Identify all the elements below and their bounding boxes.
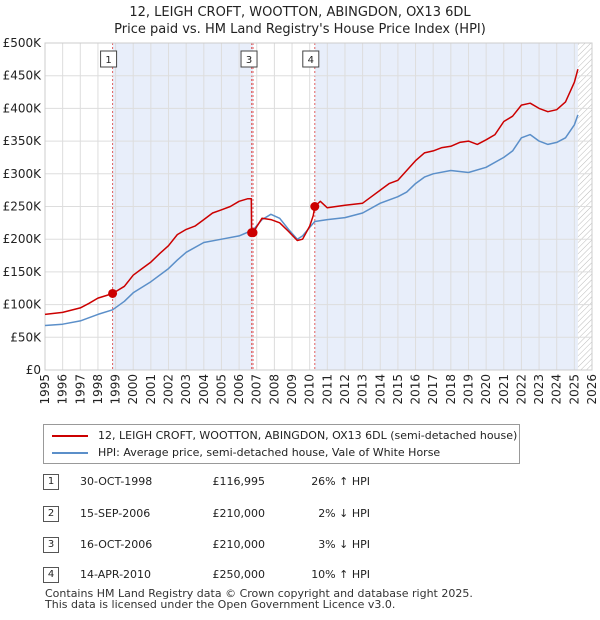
- transaction-hpi: 10% ↑ HPI: [311, 568, 370, 581]
- y-tick-label: £450K: [3, 69, 43, 83]
- y-tick-label: £200K: [3, 232, 43, 246]
- x-tick-label: 1999: [109, 374, 123, 405]
- transaction-hpi: 26% ↑ HPI: [311, 475, 370, 488]
- y-tick-label: £300K: [3, 167, 43, 181]
- footer-attribution: Contains HM Land Registry data © Crown c…: [45, 588, 473, 610]
- x-tick-label: 2025: [567, 374, 581, 405]
- title-address: 12, LEIGH CROFT, WOOTTON, ABINGDON, OX13…: [129, 5, 471, 20]
- y-tick-label: £150K: [3, 265, 43, 279]
- x-tick-label: 2001: [144, 374, 158, 405]
- y-tick-label: £400K: [3, 101, 43, 115]
- x-tick-label: 1995: [38, 374, 52, 405]
- event-label-number: 1: [105, 55, 111, 66]
- transaction-price: £210,000: [212, 507, 266, 520]
- event-label-box: [100, 50, 118, 68]
- event-label-box: [302, 50, 320, 68]
- y-tick-label: £250K: [3, 200, 43, 214]
- hpi-line: [44, 114, 579, 327]
- legend-hpi: HPI: Average price, semi-detached house,…: [52, 445, 440, 461]
- x-tick-label: 2018: [444, 374, 458, 405]
- legend-hpi-label: HPI: Average price, semi-detached house,…: [98, 446, 441, 459]
- transaction-date: 15-SEP-2006: [80, 507, 151, 520]
- transaction-number: 4: [43, 567, 59, 583]
- legend-hpi-swatch: [52, 452, 88, 454]
- sale-point: [248, 228, 258, 238]
- legend-property-swatch: [52, 435, 88, 437]
- x-tick-label: 2012: [338, 374, 352, 405]
- y-tick-label: £50K: [10, 330, 42, 344]
- y-tick-label: £100K: [3, 298, 43, 312]
- transaction-price: £250,000: [212, 568, 266, 581]
- x-tick-label: 2011: [320, 374, 334, 405]
- x-tick-label: 2017: [426, 374, 440, 405]
- x-tick-label: 2002: [162, 374, 176, 405]
- x-tick-label: 2007: [250, 374, 264, 405]
- property-price-line: [44, 69, 579, 316]
- legend-property-label: 12, LEIGH CROFT, WOOTTON, ABINGDON, OX13…: [98, 429, 518, 442]
- x-tick-label: 2009: [285, 374, 299, 405]
- x-tick-label: 2021: [497, 374, 511, 405]
- chart-legend: 12, LEIGH CROFT, WOOTTON, ABINGDON, OX13…: [43, 424, 520, 464]
- y-tick-label: £350K: [3, 134, 43, 148]
- y-tick-label: £0: [26, 363, 41, 377]
- x-tick-label: 2019: [461, 374, 475, 405]
- transaction-number: 2: [43, 506, 59, 522]
- x-tick-label: 1996: [56, 374, 70, 405]
- plot-border: [44, 42, 593, 371]
- event-label-number: 4: [308, 55, 314, 66]
- x-tick-label: 1998: [91, 374, 105, 405]
- transaction-hpi: 3% ↓ HPI: [318, 538, 370, 551]
- x-tick-label: 2003: [179, 374, 193, 405]
- x-tick-label: 2020: [479, 374, 493, 405]
- x-tick-label: 2008: [267, 374, 281, 405]
- event-label-box: [240, 50, 258, 68]
- x-tick-label: 2015: [391, 374, 405, 405]
- title-subtitle: Price paid vs. HM Land Registry's House …: [114, 22, 486, 37]
- y-tick-label: £500K: [3, 36, 43, 50]
- transaction-hpi: 2% ↓ HPI: [318, 507, 370, 520]
- x-tick-label: 2022: [514, 374, 528, 405]
- x-tick-label: 2023: [532, 374, 546, 405]
- x-tick-label: 2000: [126, 374, 140, 405]
- x-tick-label: 2024: [550, 374, 564, 405]
- chart-title: 12, LEIGH CROFT, WOOTTON, ABINGDON, OX13…: [0, 4, 600, 38]
- transaction-price: £210,000: [212, 538, 266, 551]
- x-tick-label: 2004: [197, 374, 211, 405]
- event-label-number: 3: [246, 55, 252, 66]
- transaction-number: 1: [43, 474, 59, 490]
- sale-point: [108, 288, 118, 298]
- footer-copyright: Contains HM Land Registry data © Crown c…: [45, 587, 473, 600]
- x-tick-label: 2005: [214, 374, 228, 405]
- transaction-date: 16-OCT-2006: [80, 538, 153, 551]
- x-tick-label: 2026: [585, 374, 599, 405]
- x-tick-label: 2013: [356, 374, 370, 405]
- footer-license: This data is licensed under the Open Gov…: [45, 598, 396, 611]
- x-tick-label: 1997: [73, 374, 87, 405]
- legend-property: 12, LEIGH CROFT, WOOTTON, ABINGDON, OX13…: [52, 428, 517, 444]
- transaction-price: £116,995: [212, 475, 266, 488]
- transaction-date: 30-OCT-1998: [80, 475, 153, 488]
- transaction-number: 3: [43, 537, 59, 553]
- x-tick-label: 2010: [303, 374, 317, 405]
- x-tick-label: 2006: [232, 374, 246, 405]
- price-chart: £0 £50K £100K £150K £200K £250K £300K £350K £400…: [3, 36, 599, 405]
- x-tick-label: 2016: [409, 374, 423, 405]
- transaction-date: 14-APR-2010: [80, 568, 152, 581]
- x-tick-label: 2014: [373, 374, 387, 405]
- sale-point: [310, 202, 320, 211]
